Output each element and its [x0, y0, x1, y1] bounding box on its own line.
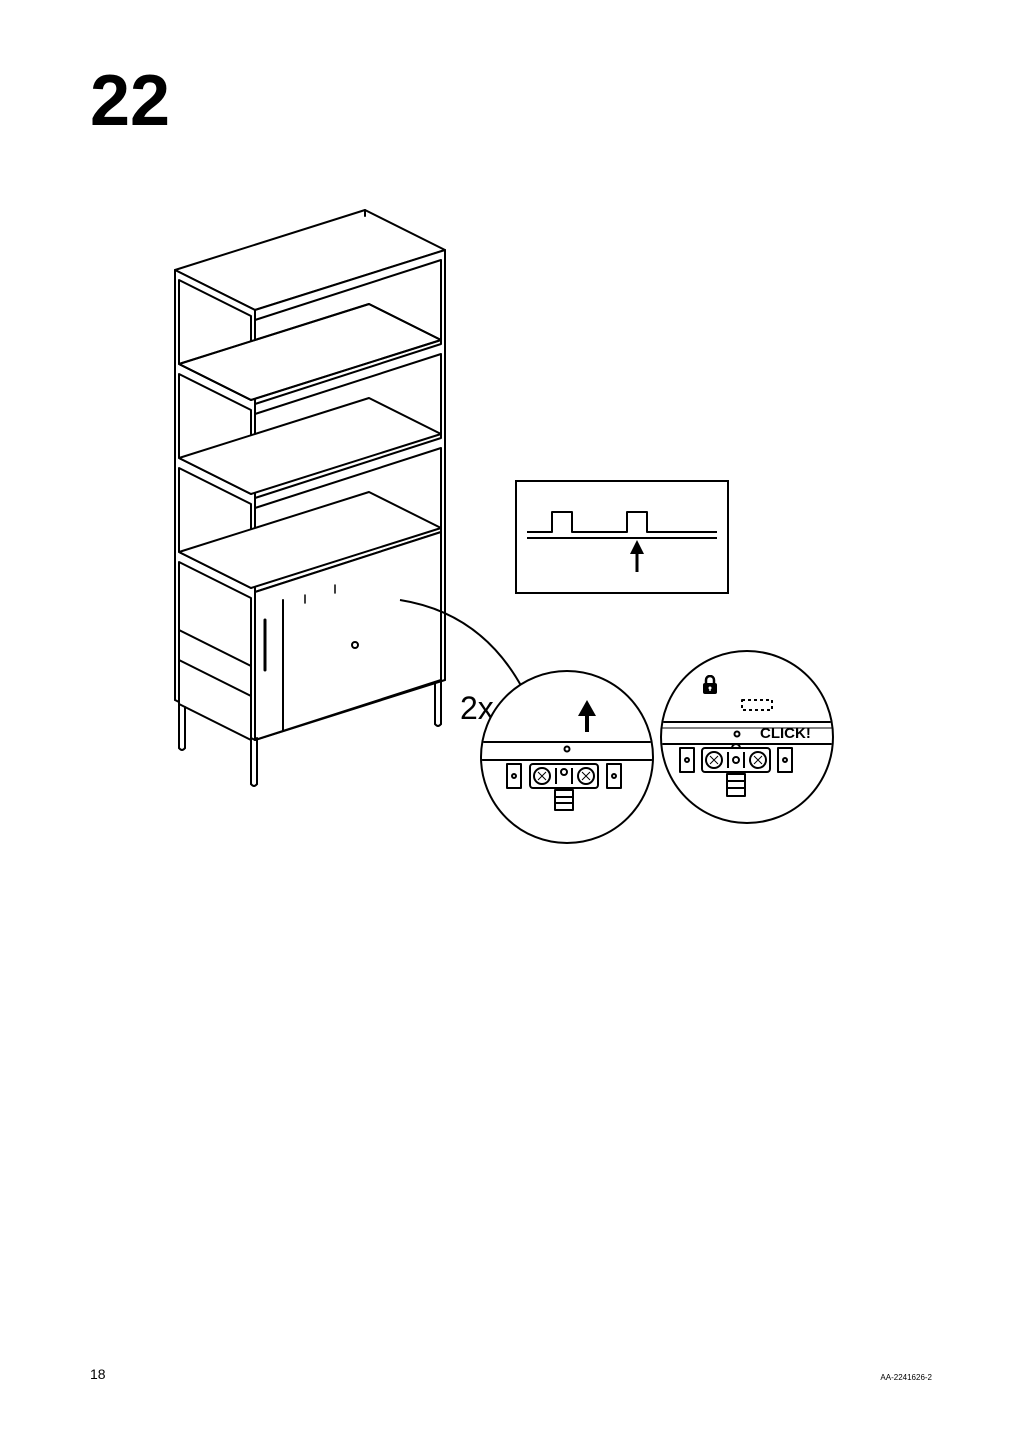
step-number: 22: [90, 60, 170, 142]
lock-icon: [702, 675, 718, 695]
page-number: 18: [90, 1366, 106, 1382]
rail-profile-detail: [515, 480, 729, 594]
instruction-page: 22: [0, 0, 1012, 1432]
document-reference: AA-2241626-2: [880, 1373, 932, 1382]
detail-unlocked-circle: [480, 670, 654, 844]
click-label: CLICK!: [760, 725, 811, 742]
